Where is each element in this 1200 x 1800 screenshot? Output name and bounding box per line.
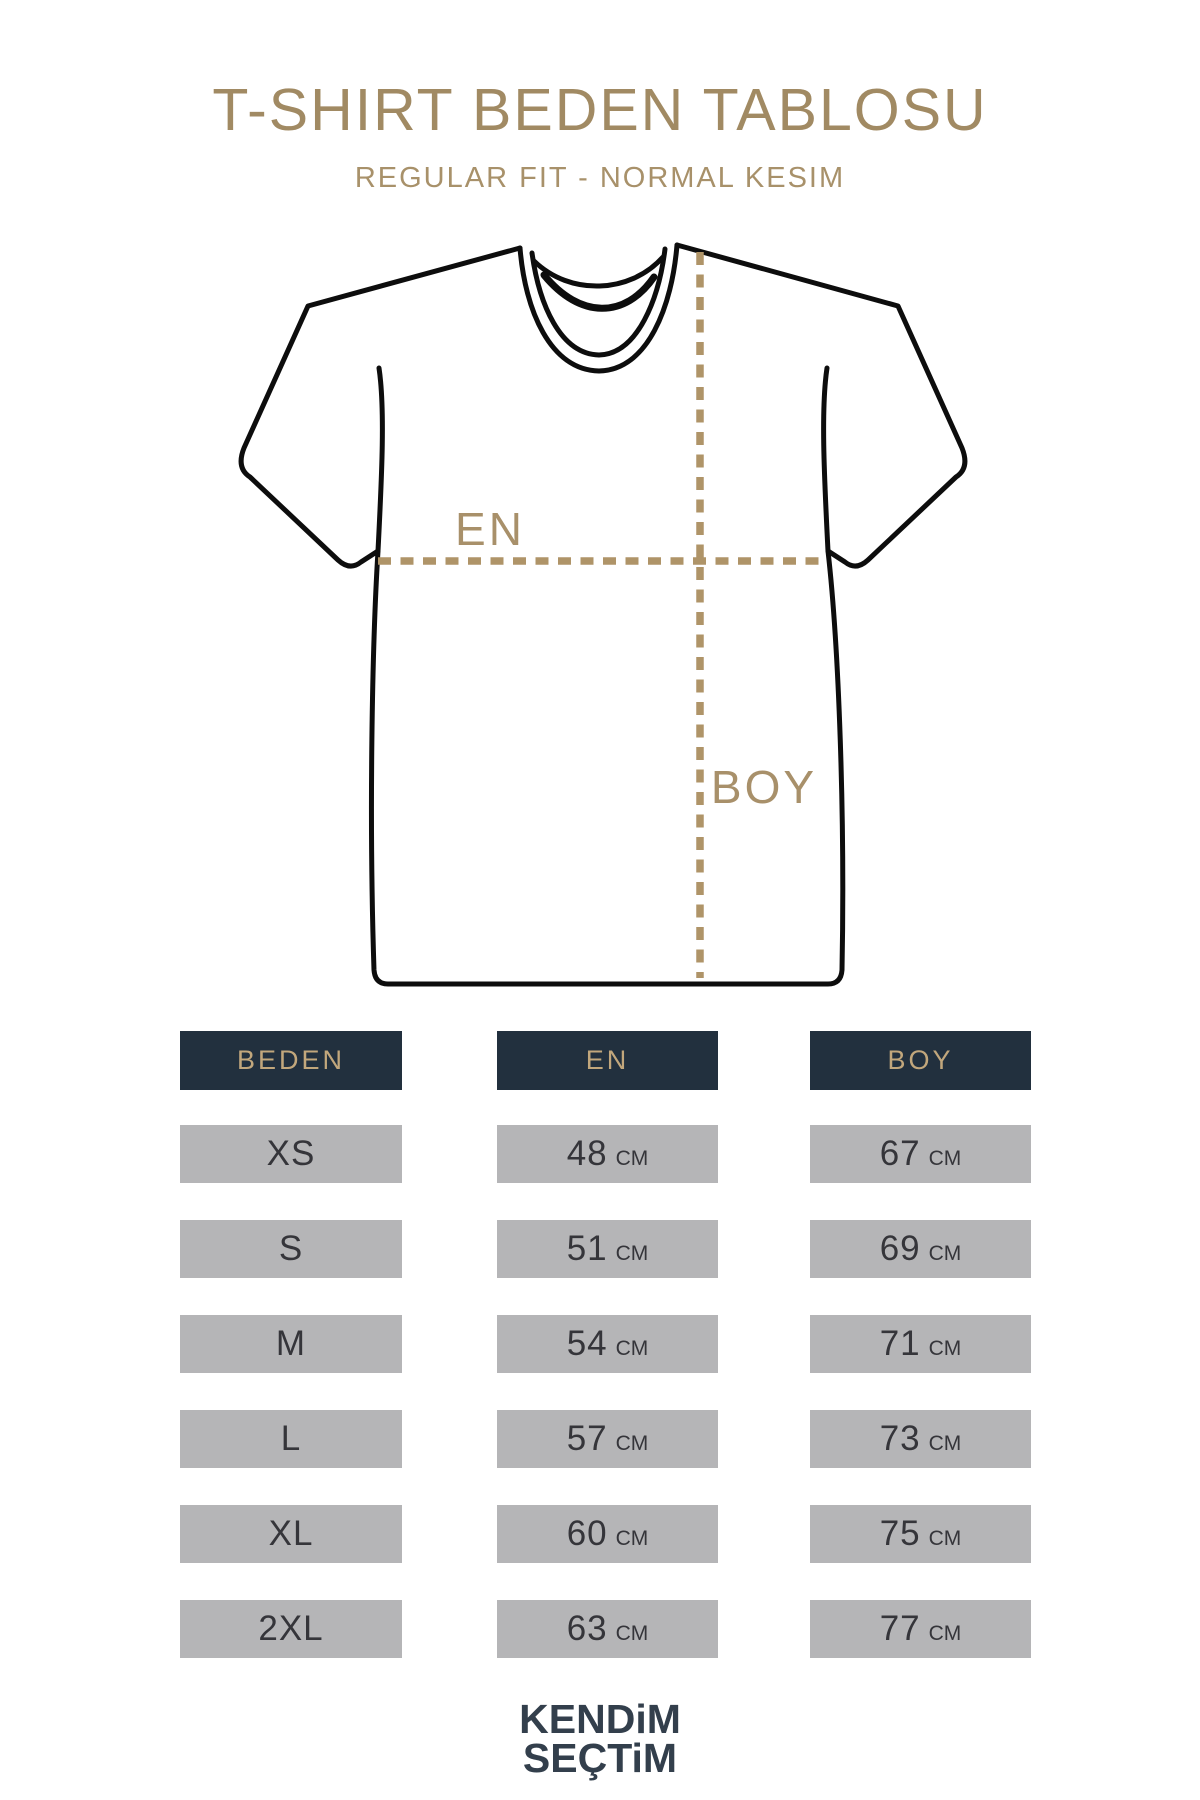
size-cell: 2XL <box>180 1600 402 1658</box>
en-value: 54 <box>566 1324 608 1363</box>
boy-value-cell: 75 CM <box>810 1505 1031 1563</box>
collar-back-shadow <box>540 271 658 312</box>
boy-value: 73 <box>879 1419 921 1458</box>
en-value-cell: 60 CM <box>497 1505 718 1563</box>
column-header-beden: BEDEN <box>180 1031 402 1090</box>
boy-value: 71 <box>879 1324 921 1363</box>
tshirt-outline <box>238 242 968 987</box>
unit-label: CM <box>928 1336 962 1360</box>
en-value-cell: 51 CM <box>497 1220 718 1278</box>
column-header-boy: BOY <box>810 1031 1031 1090</box>
boy-value-cell: 73 CM <box>810 1410 1031 1468</box>
column-header-en: EN <box>497 1031 718 1090</box>
en-value: 51 <box>566 1229 608 1268</box>
brand-logo: KENDiM SEÇTiM <box>0 1696 1200 1781</box>
en-value: 57 <box>566 1419 608 1458</box>
unit-label: CM <box>928 1146 962 1170</box>
boy-value-cell: 71 CM <box>810 1315 1031 1373</box>
size-cell: XL <box>180 1505 402 1563</box>
boy-value: 77 <box>879 1609 921 1648</box>
brand-logo-line2: SEÇTiM <box>522 1735 678 1781</box>
left-armhole-line <box>375 365 385 554</box>
boy-value-cell: 67 CM <box>810 1125 1031 1183</box>
table-row-xs: XS 48 CM 67 CM <box>0 1125 1200 1183</box>
brand-logo-line1: KENDiM <box>519 1696 681 1742</box>
boy-value: 67 <box>879 1134 921 1173</box>
table-row-2xl: 2XL 63 CM 77 CM <box>0 1600 1200 1658</box>
en-value: 63 <box>566 1609 608 1648</box>
en-value-cell: 63 CM <box>497 1600 718 1658</box>
tshirt-measurement-diagram: EN BOY <box>238 242 968 987</box>
table-row-xl: XL 60 CM 75 CM <box>0 1505 1200 1563</box>
en-label: EN <box>455 503 525 555</box>
table-header-row: BEDEN EN BOY <box>0 1031 1200 1090</box>
en-value: 48 <box>566 1134 608 1173</box>
page-title: T-SHIRT BEDEN TABLOSU <box>212 77 988 143</box>
en-value-cell: 54 CM <box>497 1315 718 1373</box>
unit-label: CM <box>928 1241 962 1265</box>
right-armhole-line <box>821 365 831 554</box>
unit-label: CM <box>928 1621 962 1645</box>
unit-label: CM <box>615 1621 649 1645</box>
unit-label: CM <box>928 1526 962 1550</box>
unit-label: CM <box>615 1336 649 1360</box>
boy-value: 75 <box>879 1514 921 1553</box>
boy-value-cell: 77 CM <box>810 1600 1031 1658</box>
unit-label: CM <box>615 1526 649 1550</box>
table-row-m: M 54 CM 71 CM <box>0 1315 1200 1373</box>
en-value-cell: 57 CM <box>497 1410 718 1468</box>
size-cell: M <box>180 1315 402 1373</box>
size-cell: S <box>180 1220 402 1278</box>
size-cell: XS <box>180 1125 402 1183</box>
unit-label: CM <box>615 1146 649 1170</box>
boy-value-cell: 69 CM <box>810 1220 1031 1278</box>
page-subtitle: REGULAR FIT - NORMAL KESIM <box>354 162 846 194</box>
size-cell: L <box>180 1410 402 1468</box>
collar-inner-band <box>529 246 668 358</box>
unit-label: CM <box>615 1431 649 1455</box>
table-row-l: L 57 CM 73 CM <box>0 1410 1200 1468</box>
boy-value: 69 <box>879 1229 921 1268</box>
unit-label: CM <box>928 1431 962 1455</box>
collar-back-line <box>531 254 666 289</box>
boy-label: BOY <box>711 761 817 813</box>
en-value-cell: 48 CM <box>497 1125 718 1183</box>
unit-label: CM <box>615 1241 649 1265</box>
table-row-s: S 51 CM 69 CM <box>0 1220 1200 1278</box>
en-value: 60 <box>566 1514 608 1553</box>
